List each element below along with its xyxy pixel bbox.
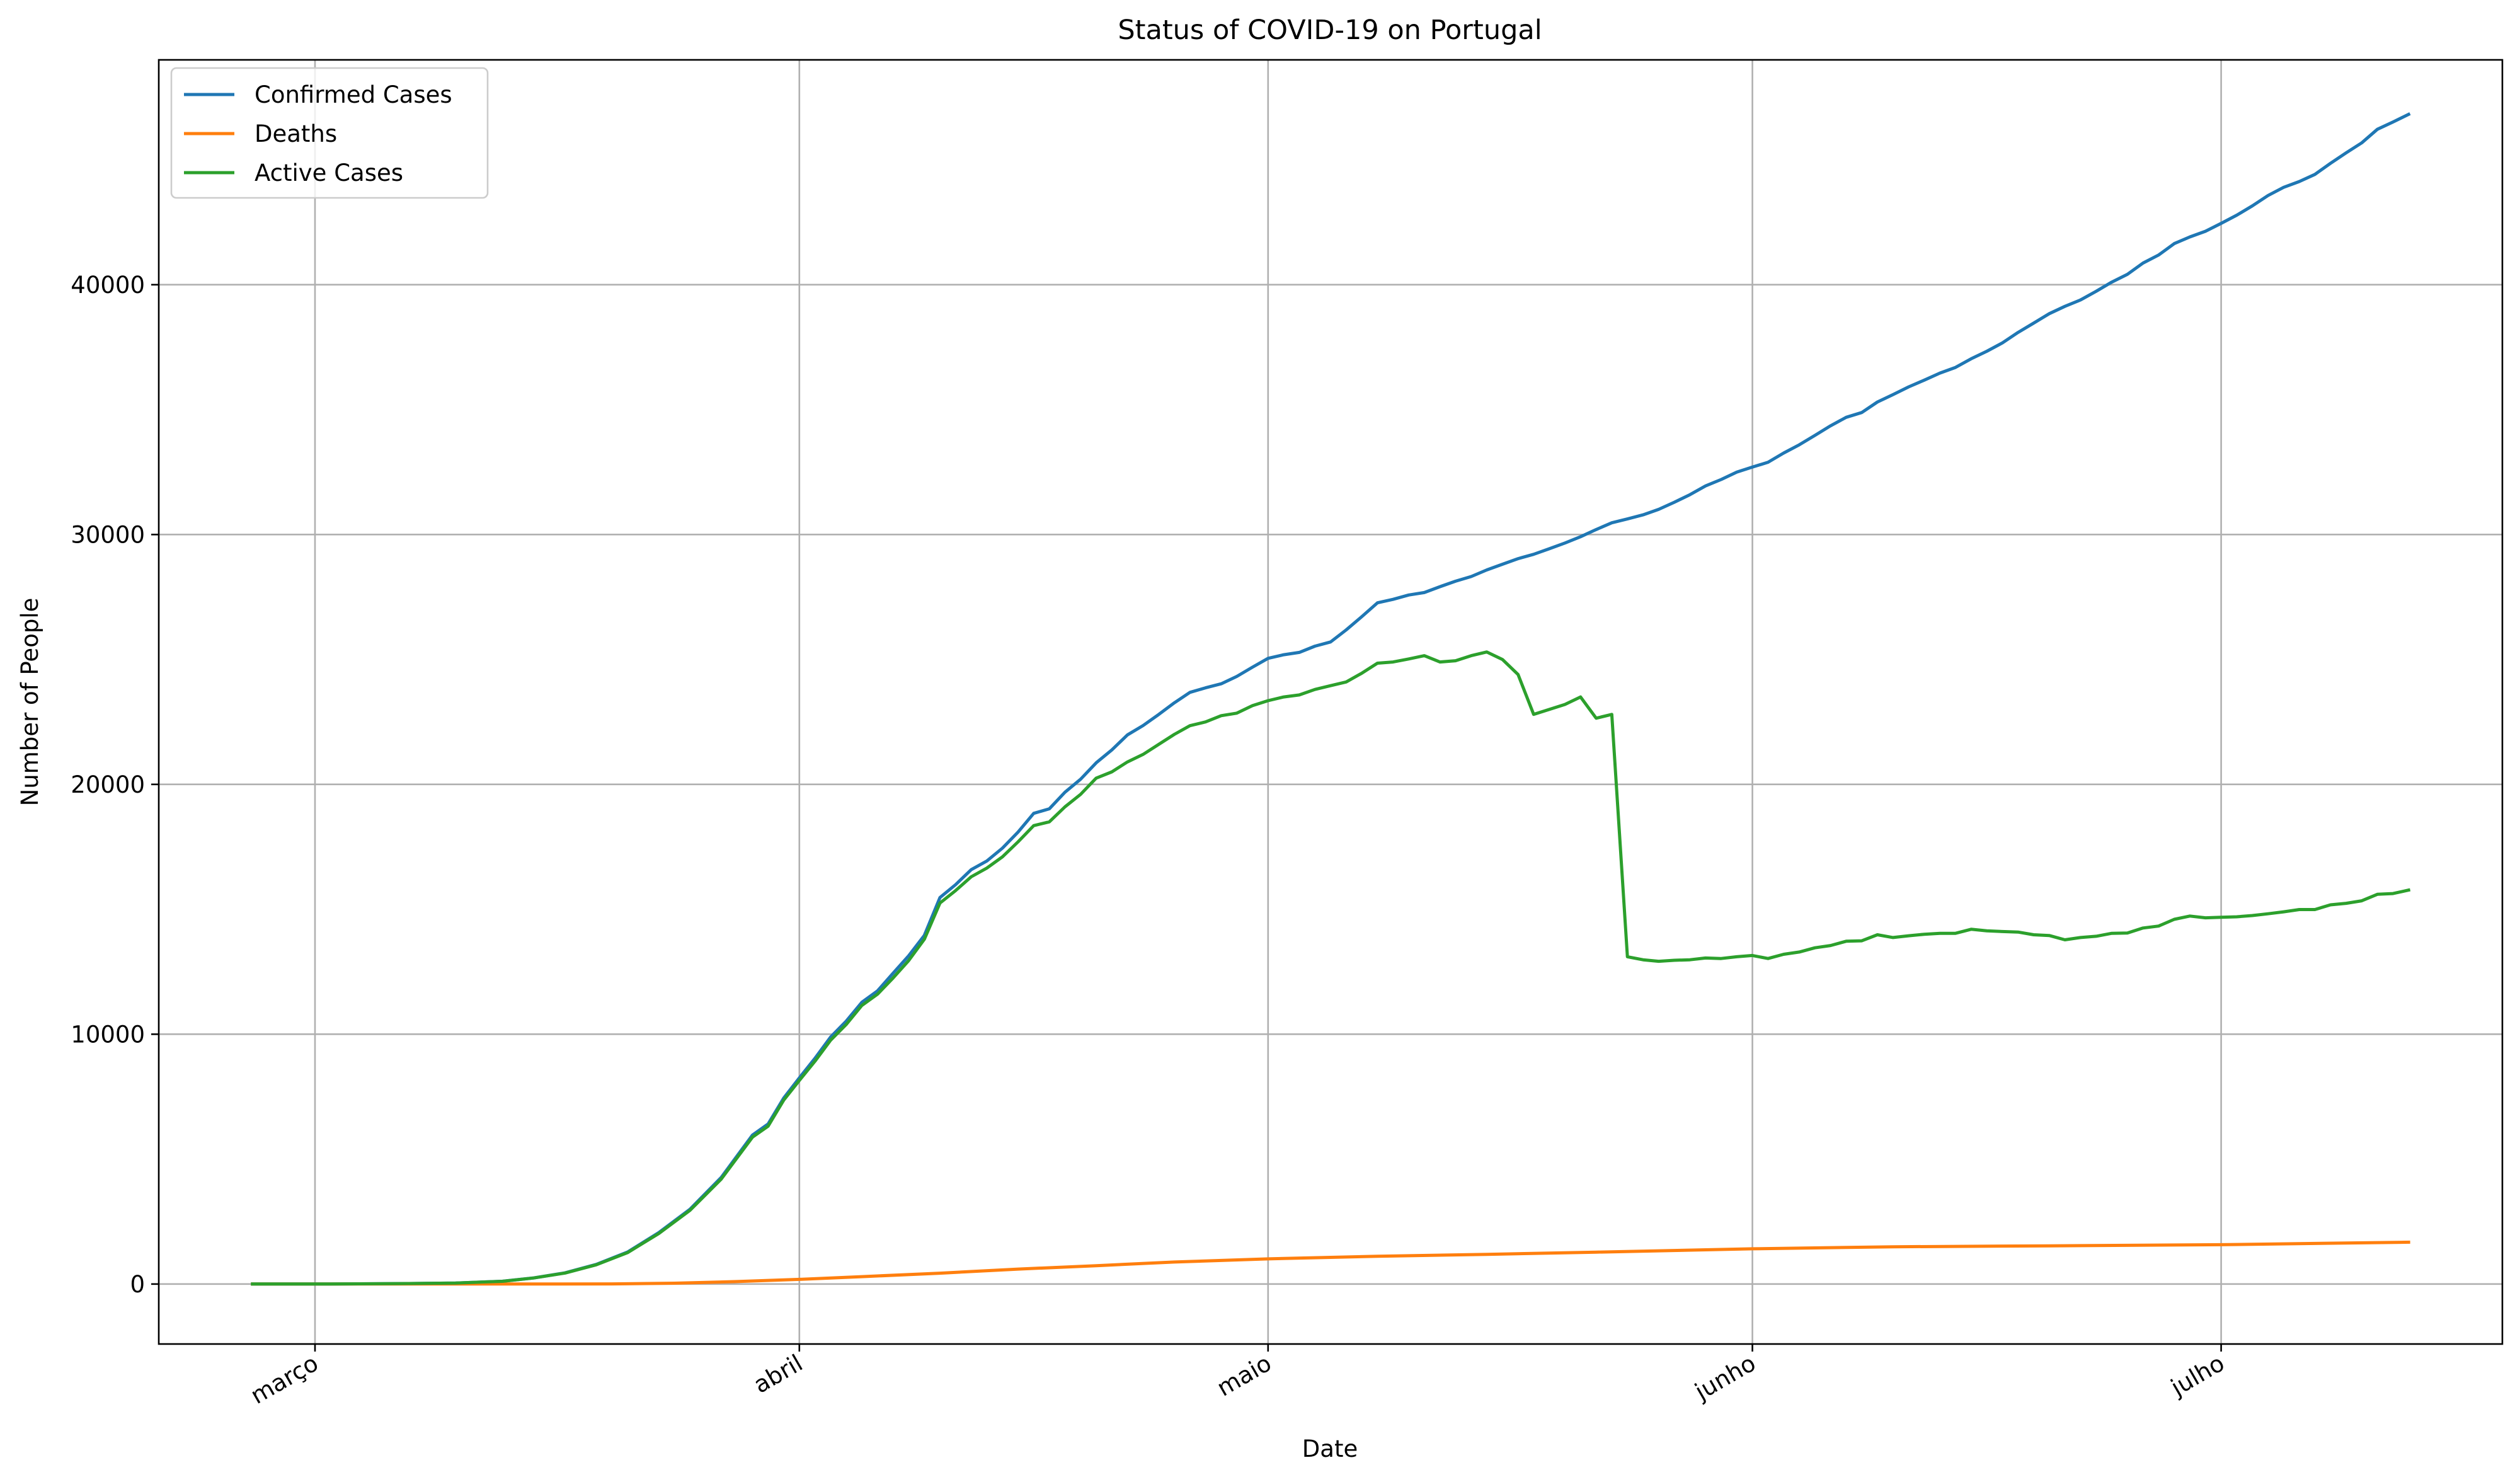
legend-label: Active Cases — [255, 159, 403, 187]
y-axis: 0 10000 20000 30000 40000 — [71, 272, 159, 1298]
y-tick-label: 40000 — [71, 272, 145, 299]
series-line-deaths — [251, 1240, 2410, 1286]
y-tick-label: 10000 — [71, 1021, 145, 1048]
series-line-confirmed-cases — [251, 112, 2411, 1286]
legend: Confirmed Cases Deaths Active Cases — [170, 67, 489, 199]
y-tick-label: 0 — [130, 1271, 145, 1298]
x-axis-label: Date — [1302, 1435, 1358, 1462]
y-tick-label: 20000 — [71, 771, 145, 798]
y-axis-label: Number of People — [16, 598, 43, 807]
series-layer — [251, 112, 2411, 1286]
series-line-active-cases — [251, 650, 2411, 1286]
legend-box — [170, 67, 489, 199]
y-tick-label: 30000 — [71, 521, 145, 548]
legend-label: Deaths — [255, 120, 337, 147]
legend-label: Confirmed Cases — [255, 81, 452, 108]
chart-title: Status of COVID-19 on Portugal — [1118, 14, 1542, 46]
plot-frame — [158, 59, 2504, 1345]
